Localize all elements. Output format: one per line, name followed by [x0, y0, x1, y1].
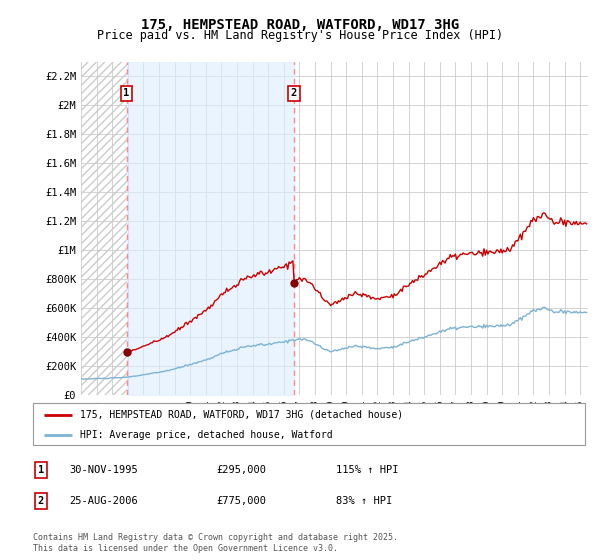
Text: 25-AUG-2006: 25-AUG-2006 — [69, 496, 138, 506]
Text: 1: 1 — [38, 465, 44, 475]
Text: HPI: Average price, detached house, Watford: HPI: Average price, detached house, Watf… — [80, 430, 332, 440]
Text: Contains HM Land Registry data © Crown copyright and database right 2025.
This d: Contains HM Land Registry data © Crown c… — [33, 533, 398, 553]
Text: Price paid vs. HM Land Registry's House Price Index (HPI): Price paid vs. HM Land Registry's House … — [97, 29, 503, 42]
Text: 2: 2 — [291, 88, 297, 98]
FancyBboxPatch shape — [33, 403, 585, 445]
Text: 175, HEMPSTEAD ROAD, WATFORD, WD17 3HG: 175, HEMPSTEAD ROAD, WATFORD, WD17 3HG — [141, 18, 459, 32]
Text: 175, HEMPSTEAD ROAD, WATFORD, WD17 3HG (detached house): 175, HEMPSTEAD ROAD, WATFORD, WD17 3HG (… — [80, 410, 403, 420]
Text: 115% ↑ HPI: 115% ↑ HPI — [336, 465, 398, 475]
Text: 1: 1 — [124, 88, 130, 98]
Text: 2: 2 — [38, 496, 44, 506]
Text: 30-NOV-1995: 30-NOV-1995 — [69, 465, 138, 475]
Text: £295,000: £295,000 — [216, 465, 266, 475]
Text: £775,000: £775,000 — [216, 496, 266, 506]
Text: 83% ↑ HPI: 83% ↑ HPI — [336, 496, 392, 506]
